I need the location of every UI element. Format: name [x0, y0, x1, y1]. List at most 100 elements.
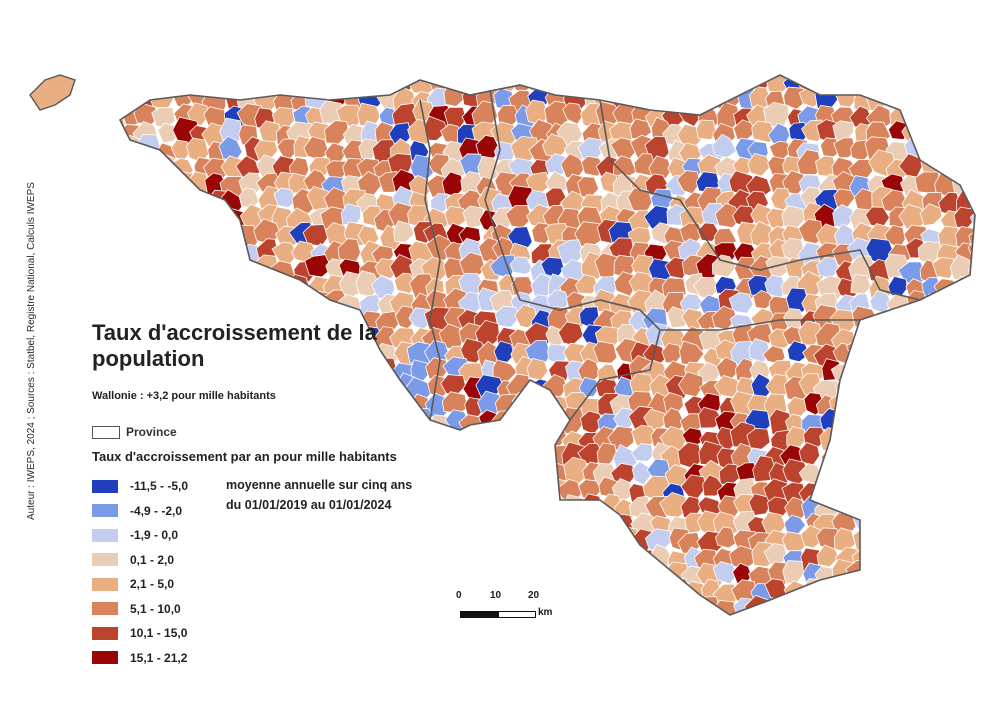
commune [953, 89, 975, 110]
commune [973, 272, 975, 298]
scale-unit: km [538, 607, 553, 618]
commune [273, 616, 298, 637]
commune [683, 75, 708, 96]
commune [847, 380, 871, 403]
legend-swatch [92, 651, 118, 665]
commune [277, 75, 302, 78]
commune [479, 430, 500, 454]
commune [936, 563, 965, 591]
commune [697, 89, 719, 113]
commune [967, 75, 975, 93]
commune [271, 410, 299, 438]
commune [120, 119, 128, 147]
commune [916, 408, 945, 434]
commune [694, 614, 722, 615]
commune [424, 564, 451, 587]
commune [764, 75, 789, 76]
commune [253, 616, 279, 642]
region-outline [118, 74, 976, 616]
commune [184, 269, 209, 296]
commune [511, 391, 538, 419]
legend-label: -1,9 - 0,0 [130, 528, 179, 543]
note-line-dates: du 01/01/2019 au 01/01/2024 [226, 498, 392, 512]
commune [901, 412, 930, 437]
commune [120, 271, 148, 298]
commune [934, 393, 960, 421]
commune [867, 507, 897, 535]
commune [542, 75, 566, 77]
commune [613, 595, 636, 615]
commune [203, 547, 227, 570]
commune [853, 53, 876, 74]
commune [936, 408, 965, 436]
commune [343, 613, 369, 615]
commune [237, 75, 261, 89]
commune [370, 545, 400, 567]
commune [308, 75, 335, 91]
commune [663, 616, 686, 637]
province-border-namur [519, 299, 661, 421]
commune [474, 75, 497, 77]
commune [884, 496, 907, 517]
commune [170, 75, 199, 98]
commune [490, 495, 517, 522]
commune [205, 226, 229, 248]
commune [681, 580, 706, 603]
commune [305, 428, 328, 449]
legend-swatch [92, 479, 118, 493]
commune [234, 597, 262, 615]
commune [289, 546, 315, 572]
commune [389, 541, 414, 566]
commune [645, 86, 670, 111]
commune [630, 443, 654, 462]
legend-swatch [92, 553, 118, 567]
commune [888, 442, 911, 466]
commune [578, 376, 600, 398]
commune [577, 176, 600, 198]
legend-item: 0,1 - 2,0 [92, 548, 188, 573]
commune [734, 614, 762, 615]
commune [969, 616, 992, 634]
commune [629, 559, 654, 587]
commune [222, 546, 244, 570]
commune [849, 424, 872, 448]
commune [238, 53, 261, 72]
commune [173, 285, 198, 312]
commune [683, 599, 711, 615]
commune [273, 187, 297, 209]
commune [156, 287, 181, 317]
commune [423, 428, 450, 453]
province-borders [419, 89, 921, 421]
commune [916, 121, 943, 147]
commune [154, 167, 180, 193]
commune [560, 560, 583, 585]
commune [530, 464, 553, 486]
commune [137, 259, 163, 284]
commune [120, 86, 126, 112]
commune [541, 494, 566, 517]
commune [413, 463, 435, 482]
commune [562, 613, 589, 615]
commune [940, 88, 963, 112]
legend-label: 5,1 - 10,0 [130, 601, 181, 616]
commune [327, 563, 350, 588]
commune [899, 49, 923, 73]
note-line-period-type: moyenne annuelle sur cinq ans [226, 478, 413, 492]
commune [412, 513, 434, 535]
commune [830, 363, 856, 384]
commune [274, 564, 300, 588]
commune [523, 424, 548, 448]
commune [969, 210, 975, 232]
commune [202, 290, 228, 315]
commune [426, 579, 454, 605]
commune [938, 75, 960, 95]
commune [190, 526, 214, 549]
commune [951, 560, 975, 585]
commune [970, 495, 975, 517]
commune [325, 584, 350, 606]
commune [967, 372, 975, 397]
commune [510, 514, 534, 538]
commune [968, 121, 975, 146]
commune [593, 598, 619, 615]
